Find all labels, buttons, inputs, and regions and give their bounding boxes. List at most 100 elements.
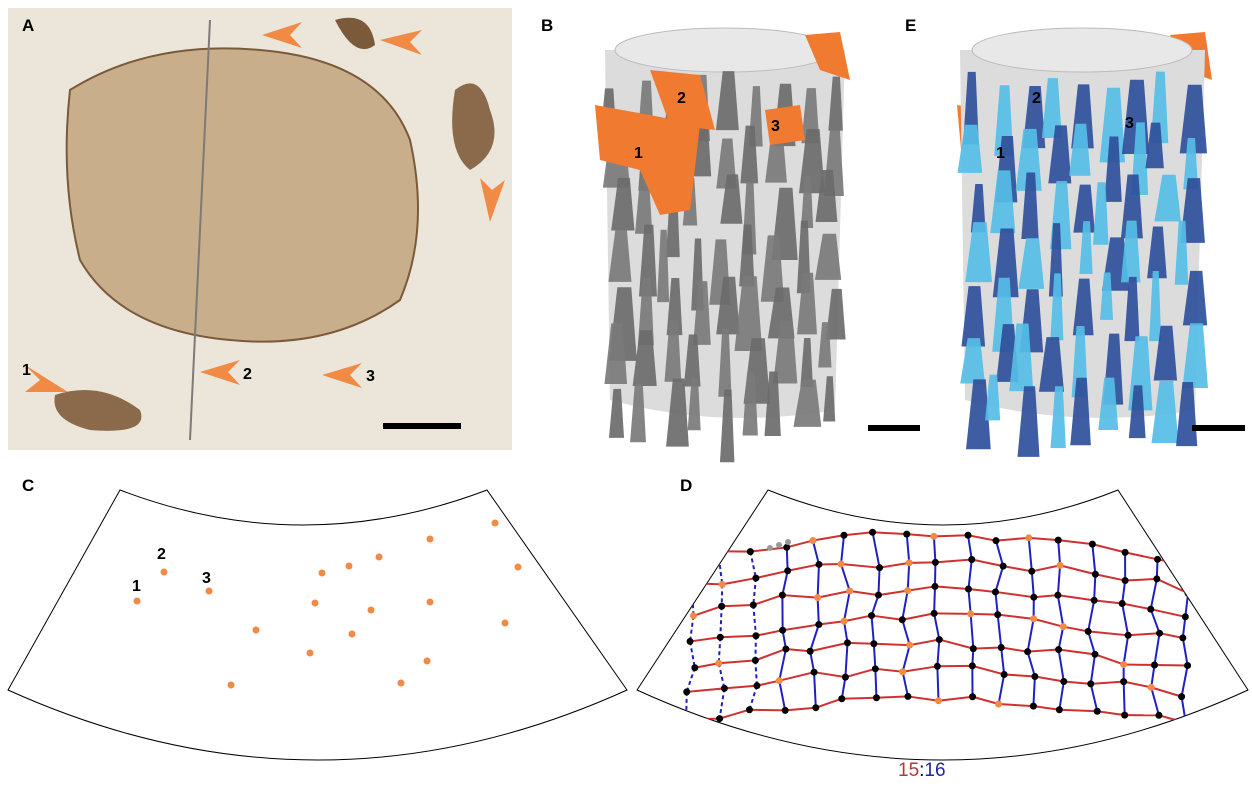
ratio-right: 16 bbox=[924, 760, 945, 781]
streak bbox=[1009, 323, 1034, 392]
marker-label: 1 bbox=[132, 578, 141, 595]
streak bbox=[1120, 220, 1141, 283]
streak bbox=[825, 288, 846, 340]
node bbox=[718, 602, 726, 610]
streak bbox=[1050, 386, 1066, 449]
edge bbox=[694, 662, 719, 669]
edge bbox=[1033, 705, 1060, 711]
node bbox=[720, 684, 728, 692]
marker-label: 3 bbox=[202, 570, 211, 587]
node bbox=[809, 537, 817, 545]
streak bbox=[664, 320, 682, 382]
node bbox=[1124, 631, 1132, 639]
edge bbox=[844, 642, 849, 678]
node bbox=[746, 548, 754, 556]
edge bbox=[816, 564, 820, 598]
node bbox=[775, 677, 783, 685]
node bbox=[814, 594, 822, 602]
edge bbox=[971, 558, 1004, 568]
marker-label: 2 bbox=[243, 366, 252, 383]
node bbox=[1059, 623, 1067, 631]
node bbox=[1147, 605, 1155, 613]
scale-bar bbox=[868, 425, 920, 431]
dot bbox=[311, 599, 319, 607]
edge bbox=[720, 584, 724, 607]
node bbox=[682, 715, 690, 723]
edge bbox=[840, 676, 847, 699]
streak bbox=[1072, 278, 1094, 336]
node bbox=[783, 543, 791, 551]
edge bbox=[1087, 631, 1096, 655]
edge bbox=[1123, 680, 1152, 689]
edge bbox=[809, 624, 820, 652]
node bbox=[714, 547, 722, 555]
node bbox=[969, 645, 977, 653]
panel-letter: D bbox=[680, 476, 692, 495]
edge bbox=[1033, 617, 1064, 628]
streak bbox=[801, 175, 814, 228]
node bbox=[935, 697, 943, 705]
arrowhead bbox=[380, 30, 422, 55]
edge bbox=[995, 590, 1034, 599]
node bbox=[718, 580, 726, 588]
patch bbox=[650, 70, 715, 130]
edge bbox=[1057, 540, 1062, 566]
streak bbox=[1021, 172, 1039, 240]
edge bbox=[815, 697, 843, 709]
edge bbox=[1149, 608, 1161, 634]
node bbox=[1155, 711, 1163, 719]
edge bbox=[782, 623, 819, 632]
streak bbox=[990, 170, 1016, 234]
node bbox=[930, 532, 938, 540]
edge bbox=[1057, 626, 1065, 650]
panel-b bbox=[600, 27, 846, 463]
node bbox=[688, 579, 696, 587]
node bbox=[1154, 555, 1162, 563]
node bbox=[969, 693, 977, 701]
node bbox=[1028, 567, 1036, 575]
node bbox=[806, 647, 814, 655]
node bbox=[1120, 660, 1128, 668]
node bbox=[1091, 650, 1099, 658]
blob bbox=[335, 17, 375, 50]
edge bbox=[685, 667, 696, 693]
edge bbox=[1094, 653, 1124, 666]
node bbox=[1150, 661, 1158, 669]
streak bbox=[1183, 137, 1199, 190]
streak bbox=[1176, 382, 1198, 447]
edge bbox=[873, 642, 910, 647]
streak bbox=[1050, 273, 1064, 341]
edge bbox=[719, 606, 723, 638]
node bbox=[691, 664, 699, 672]
node bbox=[898, 616, 906, 624]
node bbox=[1121, 548, 1129, 556]
node bbox=[1087, 680, 1095, 688]
edge bbox=[932, 536, 937, 563]
marker-label: 3 bbox=[1125, 115, 1134, 132]
edge bbox=[841, 696, 877, 700]
edge bbox=[812, 534, 845, 542]
cylinder-top bbox=[971, 27, 1193, 73]
edge bbox=[1184, 593, 1190, 617]
marker-label: 2 bbox=[157, 546, 166, 563]
edge bbox=[1150, 687, 1160, 716]
edge bbox=[1159, 632, 1184, 639]
node bbox=[999, 562, 1007, 570]
edge bbox=[1180, 665, 1189, 697]
streak bbox=[965, 222, 992, 283]
streak bbox=[1092, 182, 1109, 245]
dot bbox=[426, 598, 434, 606]
streak bbox=[1154, 174, 1181, 222]
edge bbox=[849, 590, 879, 597]
dot bbox=[367, 606, 375, 614]
streak bbox=[742, 372, 758, 436]
edge bbox=[901, 619, 911, 646]
node bbox=[840, 617, 848, 625]
edge bbox=[1097, 710, 1125, 717]
node bbox=[871, 665, 879, 673]
node bbox=[906, 641, 914, 649]
panel-d: D 15:16 bbox=[636, 476, 1249, 781]
edge bbox=[872, 643, 877, 669]
streak bbox=[793, 379, 822, 427]
